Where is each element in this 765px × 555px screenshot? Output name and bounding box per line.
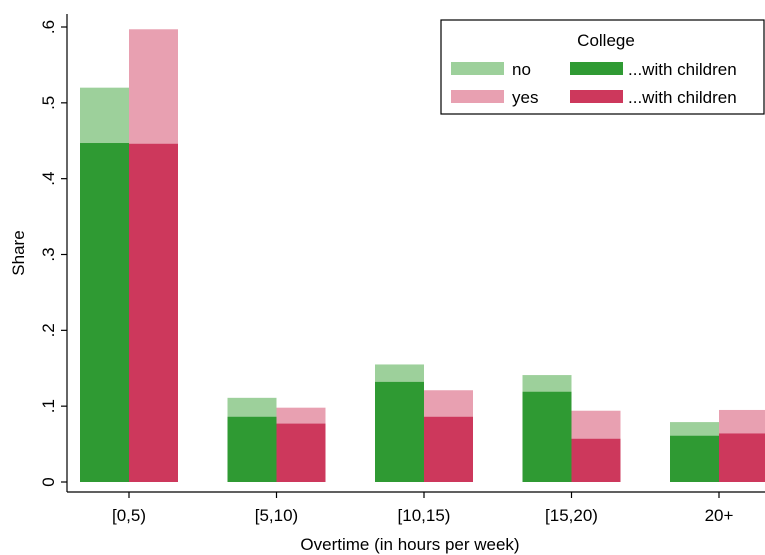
x-axis-title: Overtime (in hours per week)	[300, 535, 519, 554]
y-tick-label: .6	[39, 20, 58, 34]
bar-no-with-children	[522, 391, 572, 482]
legend-swatch-yes	[451, 90, 504, 103]
legend-swatch-no-with-children	[570, 62, 623, 75]
legend-swatch-no	[451, 62, 504, 75]
x-tick-label: [10,15)	[398, 506, 451, 525]
bars-group	[80, 29, 765, 483]
x-ticks-group: [0,5) [5,10) [10,15) [15,20) 20+	[112, 492, 734, 525]
y-ticks-group: 0 .1 .2 .3 .4 .5 .6	[39, 20, 67, 487]
legend-swatch-yes-with-children	[570, 90, 623, 103]
x-tick-label: 20+	[705, 506, 734, 525]
y-axis-title: Share	[9, 230, 28, 275]
bar-no-with-children	[80, 143, 129, 482]
bar-yes-with-children	[719, 433, 765, 482]
legend-label-yes: yes	[512, 88, 538, 107]
x-tick-label: [0,5)	[112, 506, 146, 525]
legend-label-no: no	[512, 60, 531, 79]
y-tick-label: .5	[39, 96, 58, 110]
bar-yes-with-children	[129, 143, 178, 483]
y-tick-label: 0	[39, 477, 58, 486]
y-tick-label: .1	[39, 399, 58, 413]
x-tick-label: [15,20)	[545, 506, 598, 525]
legend-label-no-with-children: ...with children	[628, 60, 737, 79]
bar-no-with-children	[227, 416, 277, 482]
legend: College no yes ...with children ...with …	[440, 19, 765, 115]
bar-yes-with-children	[571, 438, 621, 482]
bar-yes-with-children	[424, 416, 473, 482]
bar-yes-with-children	[276, 423, 326, 482]
bar-no-with-children	[670, 435, 719, 482]
y-tick-label: .4	[39, 172, 58, 186]
x-tick-label: [5,10)	[255, 506, 298, 525]
y-tick-label: .3	[39, 247, 58, 261]
y-tick-label: .2	[39, 323, 58, 337]
legend-label-yes-with-children: ...with children	[628, 88, 737, 107]
legend-title: College	[577, 31, 635, 50]
bar-no-with-children	[375, 381, 424, 482]
